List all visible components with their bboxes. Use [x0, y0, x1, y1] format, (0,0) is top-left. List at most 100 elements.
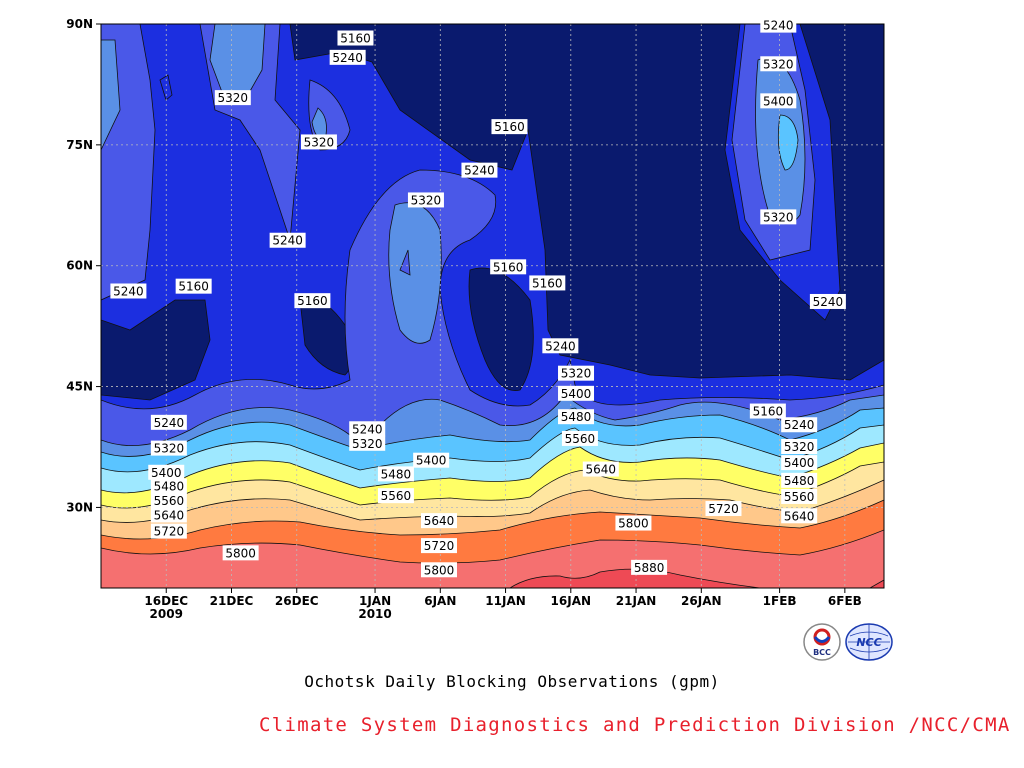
contour-label-box [461, 162, 498, 178]
contour-label: 5240 [542, 338, 579, 354]
contour-label-text: 5320 [561, 367, 592, 381]
y-axis: 90N 75N 60N 45N 30N [66, 17, 101, 514]
contour-label-box [214, 90, 251, 106]
contour-label-box [349, 435, 386, 451]
contour-label-text: 5800 [225, 546, 256, 560]
contour-label-text: 5240 [464, 164, 495, 178]
contour-label-text: 5240 [813, 295, 844, 309]
contour-label: 5160 [337, 30, 374, 46]
contour-label-text: 5480 [561, 410, 592, 424]
contour-label: 5320 [558, 365, 595, 381]
contour-label-box [781, 417, 818, 433]
contour-label-text: 5320 [763, 57, 794, 71]
contour-label-text: 5400 [151, 466, 182, 480]
contour-label-box [294, 293, 331, 309]
contour-label-box [110, 283, 147, 299]
contour-label-box [150, 440, 187, 456]
contour-label-text: 5160 [493, 260, 524, 274]
contour-label-box [749, 403, 786, 419]
contour-label-text: 5320 [411, 193, 442, 207]
contour-label: 5400 [413, 452, 450, 468]
contour-label-box [490, 259, 527, 275]
contour-label: 5480 [150, 478, 187, 494]
contour-label-box [781, 472, 818, 488]
contour-label-box [558, 365, 595, 381]
contour-label-text: 5320 [763, 210, 794, 224]
contour-label: 5640 [150, 507, 187, 523]
contour-label-box [561, 430, 598, 446]
contour-label-text: 5400 [416, 454, 447, 468]
contour-label: 5800 [222, 545, 259, 561]
contour-label-box [631, 559, 668, 575]
contour-label-box [542, 338, 579, 354]
contour-label-box [558, 409, 595, 425]
contour-label-text: 5320 [304, 135, 335, 149]
contour-label-text: 5640 [424, 514, 455, 528]
contour-label: 5800 [420, 562, 457, 578]
contour-label-text: 5560 [784, 490, 815, 504]
bcc-logo-icon: BCC [803, 623, 841, 661]
contour-label-text: 5160 [753, 405, 784, 419]
contour-label: 5560 [377, 488, 414, 504]
contour-label: 5240 [349, 421, 386, 437]
contour-label-text: 5880 [634, 561, 665, 575]
contour-label-box [615, 515, 652, 531]
contour-label: 5240 [809, 293, 846, 309]
contour-label-text: 5240 [784, 418, 815, 432]
contour-label: 5880 [631, 559, 668, 575]
contour-label-text: 5480 [784, 474, 815, 488]
field-level-1-hole [159, 74, 173, 101]
y-tick-label: 75N [66, 138, 93, 152]
contour-label-box [491, 119, 528, 135]
contour-label-box [407, 192, 444, 208]
contour-label-box [377, 488, 414, 504]
contour-label-box [150, 478, 187, 494]
field-level-0-pocket-c [468, 267, 534, 392]
contour-label-text: 5240 [154, 416, 185, 430]
field-level-10 [101, 529, 884, 588]
contour-label-text: 5160 [340, 32, 371, 46]
contour-label: 5240 [110, 283, 147, 299]
contour-label-box [150, 414, 187, 430]
contour-label: 5240 [150, 414, 187, 430]
contour-label-box [150, 507, 187, 523]
contour-label: 5560 [781, 488, 818, 504]
plot-area [101, 24, 884, 588]
ncc-logo-text: NCC [856, 636, 881, 649]
contour-label: 5320 [214, 90, 251, 106]
contour-label-text: 5400 [763, 94, 794, 108]
contour-label-box [781, 455, 818, 471]
contour-label-text: 5160 [532, 276, 563, 290]
contour-label-box [781, 508, 818, 524]
contour-label: 5240 [461, 162, 498, 178]
contour-label: 5640 [781, 508, 818, 524]
contour-label-text: 5400 [784, 456, 815, 470]
contour-label: 5240 [269, 232, 306, 248]
contour-label-box [222, 545, 259, 561]
x-tick-label: 21JAN [616, 594, 657, 608]
contour-label-text: 5480 [154, 479, 185, 493]
contour-label: 5320 [150, 440, 187, 456]
x-tick-label: 26DEC [275, 594, 319, 608]
contour-label: 5720 [420, 538, 457, 554]
contour-label-box [529, 275, 566, 291]
contour-label-box [705, 501, 742, 517]
contour-label-text: 5240 [332, 51, 363, 65]
contour-label-box [582, 461, 619, 477]
contour-label-text: 5160 [178, 280, 209, 294]
contour-label-text: 5160 [494, 120, 525, 134]
contour-label: 5640 [582, 461, 619, 477]
contour-label-box [175, 278, 212, 294]
chart-caption: Ochotsk Daily Blocking Observations (gpm… [304, 672, 720, 691]
contour-label: 5720 [150, 523, 187, 539]
contour-label-box [150, 523, 187, 539]
contour-label: 5320 [781, 439, 818, 454]
contour-label-text: 5160 [297, 294, 328, 308]
contour-label-box [148, 464, 185, 480]
x-tick-year-label: 2009 [150, 607, 183, 621]
contour-label: 5160 [749, 403, 786, 419]
x-tick-label: 11JAN [485, 594, 526, 608]
contour-label-box [760, 17, 797, 33]
contour-label-box [809, 293, 846, 309]
